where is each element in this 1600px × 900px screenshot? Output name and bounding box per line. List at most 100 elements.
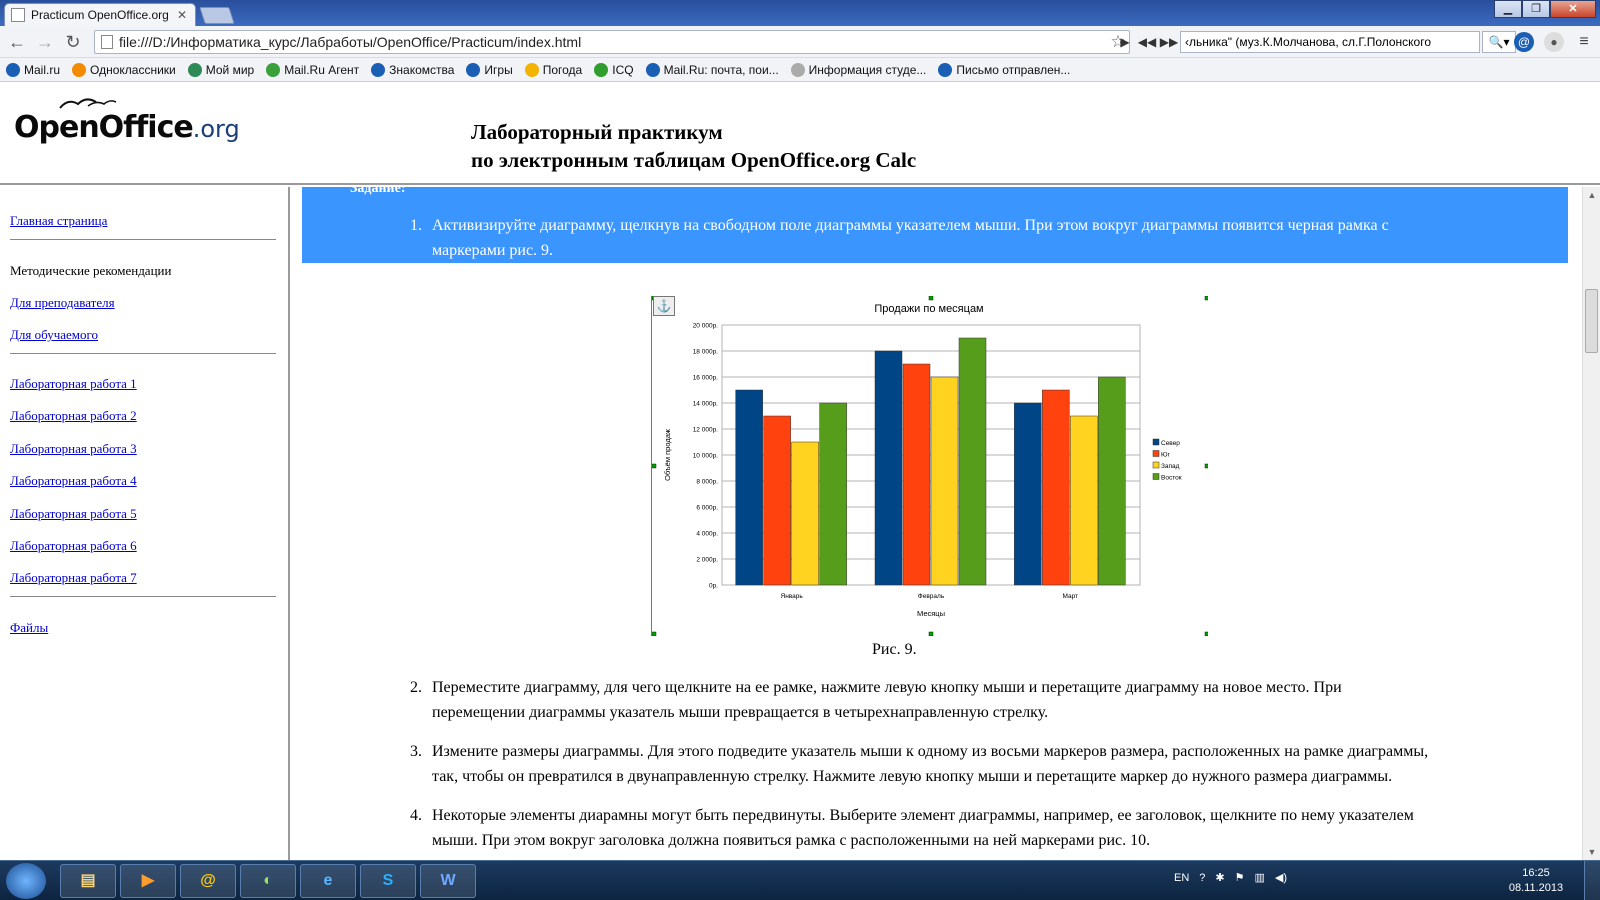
browser-toolbar: ← → ↻ file:///D:/Информатика_курс/Лабраб… — [0, 26, 1600, 58]
legend-swatch — [1152, 473, 1160, 480]
legend-swatch — [1152, 450, 1160, 457]
sidebar-link-lab-6[interactable]: Лабораторная работа 6 — [10, 538, 137, 553]
help-icon[interactable]: ? — [1199, 871, 1206, 884]
bookmark-item[interactable]: Игры — [466, 62, 513, 77]
bookmark-item[interactable]: Mail.Ru Агент — [266, 62, 360, 77]
sidebar-link-lab-2[interactable]: Лабораторная работа 2 — [10, 408, 137, 424]
bookmark-item[interactable]: Мой мир — [187, 62, 254, 77]
bookmark-favicon-icon — [6, 62, 20, 77]
reload-icon[interactable]: ↻ — [65, 32, 81, 52]
y-axis-label: Объём продаж — [663, 429, 672, 481]
bookmark-label: Погода — [542, 62, 583, 77]
sidebar-link-lab-4[interactable]: Лабораторная работа 4 — [10, 473, 137, 489]
volume-icon[interactable]: ◀) — [1274, 872, 1288, 884]
language-indicator[interactable]: EN — [1174, 871, 1190, 884]
bookmark-item[interactable]: Одноклассники — [72, 62, 176, 77]
openoffice-logo: OpenOffice.org — [14, 98, 240, 145]
address-bar[interactable]: file:///D:/Информатика_курс/Лабработы/Op… — [94, 30, 1130, 54]
forward-arrow-icon[interactable]: → — [36, 32, 54, 52]
bookmark-label: Письмо отправлен... — [956, 62, 1071, 77]
network-icon[interactable]: ▥ — [1254, 872, 1265, 884]
logo-main-text: OpenOffice — [14, 110, 194, 145]
bookmark-item[interactable]: ICQ — [594, 62, 634, 77]
x-tick-label: Февраль — [918, 593, 945, 600]
resize-handle — [1204, 295, 1210, 301]
bookmark-label: Информация студе... — [808, 62, 927, 77]
chrome-icon[interactable]: ◐ — [240, 864, 296, 898]
rewind-icon[interactable]: ◀◀ — [1137, 35, 1157, 49]
system-clock[interactable]: 16:25 08.11.2013 — [1508, 866, 1564, 896]
explorer-icon[interactable]: ▤ — [60, 864, 116, 898]
chart-title: Продажи по месяцам — [874, 303, 983, 315]
resize-handle — [1204, 463, 1210, 469]
bookmark-star-icon[interactable]: ☆ — [1110, 32, 1126, 51]
search-icon[interactable]: 🔍▾ — [1482, 31, 1516, 53]
sidebar-link-lab-5[interactable]: Лабораторная работа 5 — [10, 505, 137, 521]
maximize-button[interactable]: ❐ — [1522, 0, 1550, 18]
bookmark-label: Mail.Ru: почта, пои... — [663, 62, 779, 77]
mail-agent-icon[interactable]: @ — [180, 864, 236, 898]
wrench-menu-icon[interactable]: ≡ — [1579, 33, 1589, 50]
start-button[interactable] — [6, 863, 46, 899]
sidebar-link-files[interactable]: Файлы — [10, 620, 49, 635]
step-text: Измените размеры диаграммы. Для этого по… — [432, 739, 1428, 789]
anchor-icon[interactable]: ⚓ — [653, 296, 675, 316]
bar-chart[interactable]: Продажи по месяцам 0р. 2 000р. 4 000р. 6 000… — [651, 295, 1210, 637]
bar-Восток-Январь — [819, 402, 847, 586]
bookmark-item[interactable]: Знакомства — [371, 62, 454, 77]
bookmark-favicon-icon — [466, 62, 481, 77]
y-tick-label: 0р. — [709, 583, 718, 590]
play-icon[interactable]: ▶ — [1120, 35, 1130, 49]
close-window-button[interactable]: ✕ — [1550, 0, 1596, 18]
step-text: Активизируйте диаграмму, щелкнув на своб… — [432, 213, 1389, 263]
bookmarks-bar: Mail.ru Одноклассники Мой мир Mail.Ru Агент… — [0, 58, 1600, 82]
fast-forward-icon[interactable]: ▶▶ — [1159, 35, 1179, 49]
word-icon[interactable]: W — [420, 864, 476, 898]
bookmark-favicon-icon — [594, 62, 609, 77]
bar-Восток-Март — [1098, 376, 1126, 586]
extension-icon[interactable]: ● — [1544, 32, 1564, 52]
bookmark-item[interactable]: Mail.ru — [6, 62, 60, 77]
sidebar-link-lab-1[interactable]: Лабораторная работа 1 — [10, 376, 137, 391]
bar-Север-Март — [1014, 402, 1042, 586]
system-tray: EN ? ✱ ⚑ ▥ ◀) — [1174, 871, 1297, 885]
tab-close-icon[interactable]: ✕ — [176, 8, 188, 22]
vertical-scrollbar[interactable]: ▲ ▼ — [1582, 187, 1600, 860]
step-text: Переместите диаграмму, для чего щелкните… — [432, 675, 1342, 725]
flag-icon[interactable]: ⚑ — [1234, 872, 1245, 884]
minimize-button[interactable]: ▁ — [1494, 0, 1522, 18]
x-tick-label: Январь — [781, 593, 804, 600]
browser-tab[interactable]: Practicum OpenOffice.org ✕ — [4, 3, 196, 26]
back-arrow-icon[interactable]: ← — [8, 32, 26, 52]
bookmark-favicon-icon — [266, 62, 281, 77]
bookmark-item[interactable]: Письмо отправлен... — [938, 62, 1071, 77]
sidebar-link-lab-3[interactable]: Лабораторная работа 3 — [10, 440, 137, 456]
page-favicon-icon — [11, 8, 25, 22]
bar-Юг-Февраль — [902, 363, 931, 586]
bookmark-item[interactable]: Погода — [524, 62, 583, 77]
mail-extension-icon[interactable]: @ — [1514, 32, 1534, 52]
sidebar-divider — [10, 239, 276, 240]
media-player-icon[interactable]: ▶ — [120, 864, 176, 898]
sidebar-link-teacher[interactable]: Для преподавателя — [10, 295, 115, 310]
legend-entry: Юг — [1161, 452, 1171, 459]
bookmark-item[interactable]: Информация студе... — [790, 62, 927, 77]
new-tab-button[interactable] — [199, 7, 235, 24]
bookmark-item[interactable]: Mail.Ru: почта, пои... — [645, 62, 779, 77]
chart-container[interactable]: ⚓ Продажи по месяцам 0р. 2 000р. 4 000р. 6 0… — [651, 295, 1210, 637]
step-line: маркерами рис. 9. — [432, 242, 554, 259]
internet-explorer-icon[interactable]: e — [300, 864, 356, 898]
url-text[interactable]: file:///D:/Информатика_курс/Лабработы/Op… — [119, 34, 582, 50]
scroll-thumb[interactable] — [1585, 289, 1598, 353]
skype-icon[interactable]: S — [360, 864, 416, 898]
sidebar-link-home[interactable]: Главная страница — [10, 213, 108, 228]
scroll-up-icon[interactable]: ▲ — [1587, 190, 1597, 200]
bluetooth-icon[interactable]: ✱ — [1215, 872, 1225, 884]
bookmark-label: Mail.Ru Агент — [284, 62, 360, 77]
sidebar-section-method: Методические рекомендации — [10, 263, 172, 278]
sidebar-link-lab-7[interactable]: Лабораторная работа 7 — [10, 570, 137, 586]
scroll-down-icon[interactable]: ▼ — [1587, 847, 1597, 857]
show-desktop-button[interactable] — [1584, 861, 1600, 900]
step-number: 1. — [410, 217, 422, 234]
sidebar-link-student[interactable]: Для обучаемого — [10, 327, 99, 342]
